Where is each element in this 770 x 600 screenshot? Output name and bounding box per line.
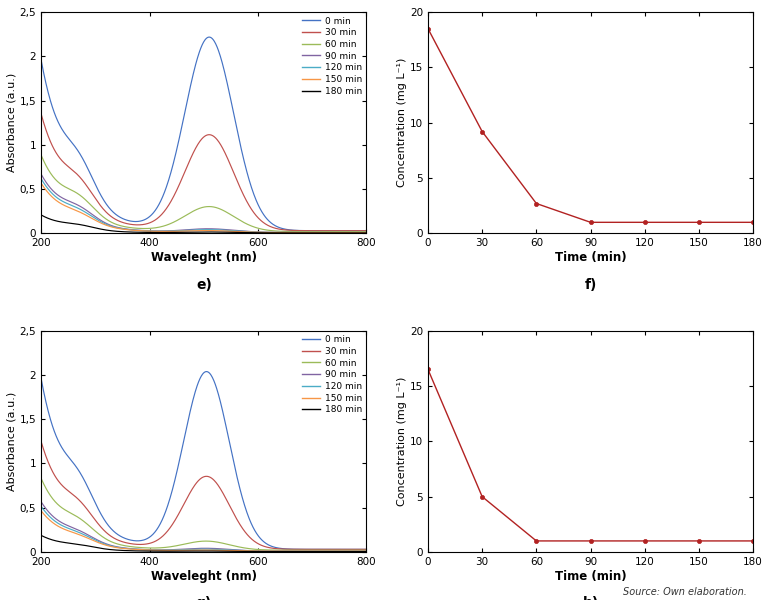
Y-axis label: Absorbance (a.u.): Absorbance (a.u.) [7,392,17,491]
X-axis label: Time (min): Time (min) [554,251,626,264]
Y-axis label: Absorbance (a.u.): Absorbance (a.u.) [7,73,17,172]
X-axis label: Waveleght (nm): Waveleght (nm) [151,251,257,264]
Text: Source: Own elaboration.: Source: Own elaboration. [623,587,747,597]
X-axis label: Time (min): Time (min) [554,569,626,583]
Y-axis label: Concentration (mg L⁻¹): Concentration (mg L⁻¹) [397,377,407,506]
Text: h): h) [582,596,599,600]
Y-axis label: Concentration (mg L⁻¹): Concentration (mg L⁻¹) [397,58,407,187]
Legend: 0 min, 30 min, 60 min, 90 min, 120 min, 150 min, 180 min: 0 min, 30 min, 60 min, 90 min, 120 min, … [302,17,362,96]
Text: e): e) [196,278,212,292]
Text: f): f) [584,278,597,292]
Legend: 0 min, 30 min, 60 min, 90 min, 120 min, 150 min, 180 min: 0 min, 30 min, 60 min, 90 min, 120 min, … [302,335,362,415]
X-axis label: Waveleght (nm): Waveleght (nm) [151,569,257,583]
Text: g): g) [196,596,212,600]
